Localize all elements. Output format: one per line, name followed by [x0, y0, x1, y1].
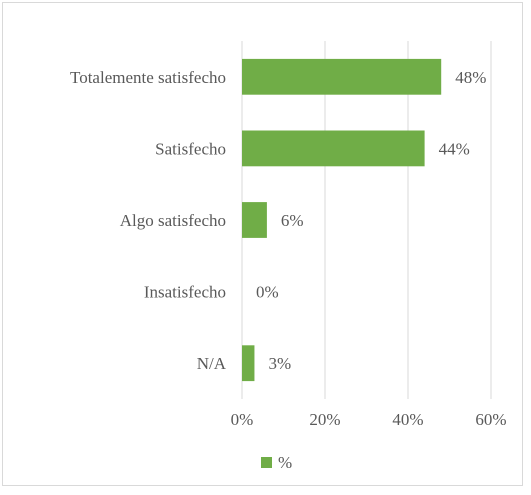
bar-chart: 0% 20% 40% 60% Totalemente satisfecho 48% Sati…	[70, 41, 507, 472]
x-tick-label: 0%	[231, 410, 254, 429]
category-label: N/A	[197, 354, 227, 373]
bar	[242, 345, 255, 382]
x-tick-label: 40%	[392, 410, 423, 429]
category-label: Algo satisfecho	[120, 211, 226, 230]
data-label: 6%	[281, 211, 304, 230]
category-label: Satisfecho	[155, 139, 226, 158]
data-label: 3%	[268, 354, 291, 373]
bars	[242, 58, 442, 382]
chart-frame: 0% 20% 40% 60% Totalemente satisfecho 48% Sati…	[2, 2, 523, 486]
data-label: 0%	[256, 283, 279, 302]
data-label: 44%	[439, 139, 470, 158]
bar	[242, 202, 267, 238]
bar	[242, 130, 425, 167]
legend-swatch	[261, 457, 272, 468]
category-label: Totalemente satisfecho	[70, 68, 226, 87]
x-tick-label: 20%	[309, 410, 340, 429]
x-tick-label: 60%	[475, 410, 506, 429]
legend: %	[261, 453, 292, 472]
labels: 0% 20% 40% 60% Totalemente satisfecho 48% Sati…	[70, 68, 507, 429]
bar	[242, 58, 442, 95]
legend-label: %	[278, 453, 292, 472]
category-label: Insatisfecho	[144, 283, 226, 302]
data-label: 48%	[455, 68, 486, 87]
